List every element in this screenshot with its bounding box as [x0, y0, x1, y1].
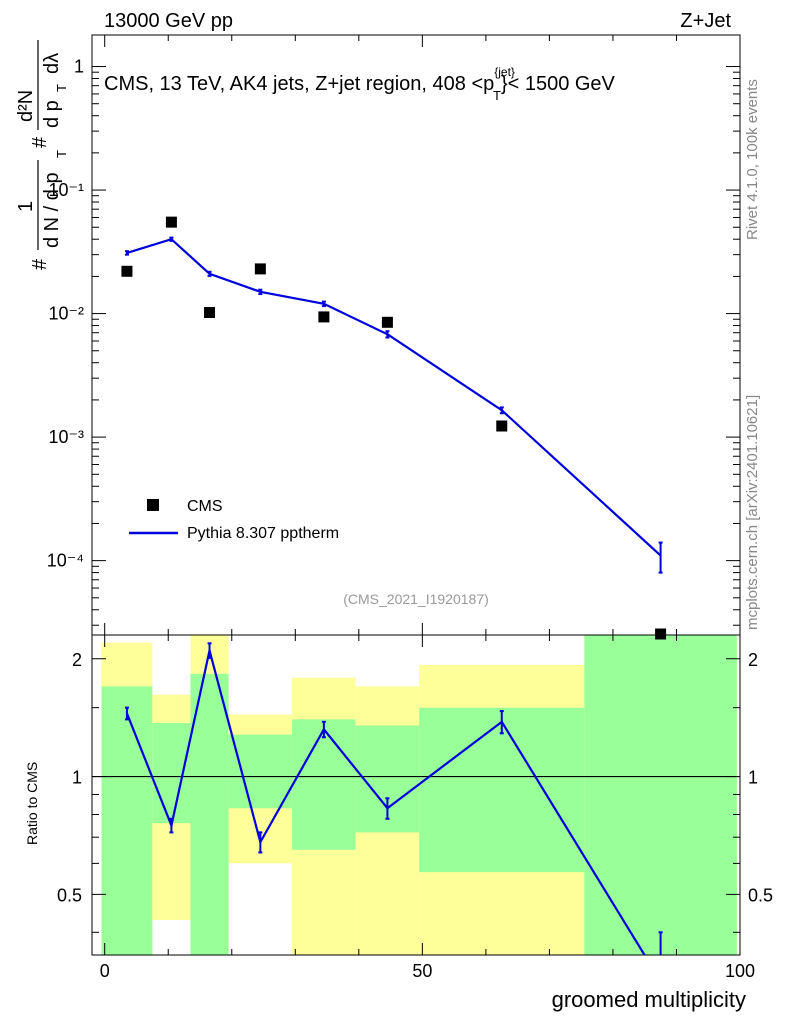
ylabel-hash2: # — [29, 136, 51, 148]
plot-title-sub: T — [493, 88, 501, 103]
cms-point-0 — [121, 265, 133, 277]
main-plot-frame — [91, 34, 741, 636]
x-axis-label: groomed multiplicity — [551, 987, 746, 1012]
cms-point-6 — [496, 420, 508, 432]
y-main-tick-label-4: 10⁻⁴ — [47, 551, 84, 571]
cms-point-4 — [318, 311, 330, 323]
band-green-4 — [292, 719, 356, 850]
band-green-2 — [190, 673, 229, 955]
ratio-plot-frame — [91, 634, 741, 956]
cms-point-5 — [381, 316, 393, 328]
axes: 0 50 100 1 10⁻¹ 10⁻² 10⁻³ 10⁻⁴ 2 2 1 1 0.5 0.5 — [47, 35, 773, 981]
legend-cms-label: CMS — [187, 498, 223, 515]
header-left: 13000 GeV pp — [104, 10, 233, 32]
ylabel-dl: dλ — [41, 53, 63, 74]
main-y-axis-label: # 1 d N / d p T # d²N d p T dλ — [15, 40, 69, 270]
ylabel-hash1: # — [29, 258, 51, 270]
ratio-clipped-group — [124, 642, 663, 955]
ratio-series — [124, 642, 663, 955]
band-green-1 — [152, 723, 191, 824]
x-tick-label-2: 100 — [725, 961, 755, 981]
legend-cms-marker — [147, 499, 159, 511]
ylabel-t1: T — [54, 150, 69, 158]
y-ratio-tick-label-right-1: 1 — [748, 768, 758, 788]
plot-title-end: }< 1500 GeV — [501, 73, 616, 95]
ylabel-t2: T — [54, 84, 69, 92]
y-ratio-tick-label-right-2: 0.5 — [748, 885, 773, 905]
y-ratio-tick-label-0: 2 — [72, 650, 82, 670]
ratio-line — [125, 650, 646, 955]
y-ratio-tick-label-1: 1 — [72, 768, 82, 788]
band-green-7 — [584, 635, 737, 955]
cms-point-1 — [165, 216, 177, 228]
main-series — [121, 216, 667, 640]
header-right: Z+Jet — [680, 10, 731, 32]
x-tick-label-1: 50 — [412, 961, 432, 981]
plot-title: CMS, 13 TeV, AK4 jets, Z+jet region, 408… — [104, 65, 616, 103]
cms-point-2 — [204, 307, 216, 319]
y-main-tick-label-2: 10⁻² — [48, 304, 84, 324]
cms-point-3 — [254, 263, 266, 275]
legend-pythia-label: Pythia 8.307 pptherm — [187, 525, 339, 542]
ylabel-one: 1 — [15, 201, 37, 212]
pythia-line — [126, 237, 662, 557]
ylabel-dn: d N / d p — [41, 172, 63, 248]
analysis-watermark: (CMS_2021_I1920187) — [343, 591, 489, 607]
y-ratio-tick-label-right-0: 2 — [748, 650, 758, 670]
band-green-6 — [419, 707, 585, 873]
y-main-tick-label-0: 1 — [74, 57, 84, 77]
band-green-3 — [228, 734, 293, 809]
y-ratio-tick-label-2: 0.5 — [57, 885, 82, 905]
x-tick-label-0: 0 — [100, 961, 110, 981]
ratio-bands — [101, 635, 737, 955]
y-main-tick-label-1: 10⁻¹ — [48, 180, 84, 200]
cms-point-7 — [655, 628, 667, 640]
y-main-tick-label-3: 10⁻³ — [48, 427, 84, 447]
plot-title-main: CMS, 13 TeV, AK4 jets, Z+jet region, 408… — [104, 73, 494, 95]
ylabel-d2n: d²N — [15, 90, 37, 122]
band-green-0 — [101, 686, 153, 955]
ylabel-dpt: d p — [41, 100, 63, 128]
plot-title-sup: {jet} — [494, 65, 515, 79]
